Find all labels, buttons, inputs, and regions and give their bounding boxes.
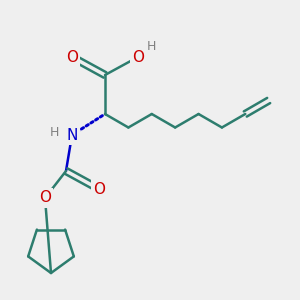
Text: O: O bbox=[39, 190, 51, 206]
Text: O: O bbox=[132, 50, 144, 64]
Text: N: N bbox=[66, 128, 78, 142]
Text: H: H bbox=[147, 40, 156, 53]
Text: O: O bbox=[93, 182, 105, 196]
Text: O: O bbox=[66, 50, 78, 64]
Text: H: H bbox=[49, 125, 59, 139]
